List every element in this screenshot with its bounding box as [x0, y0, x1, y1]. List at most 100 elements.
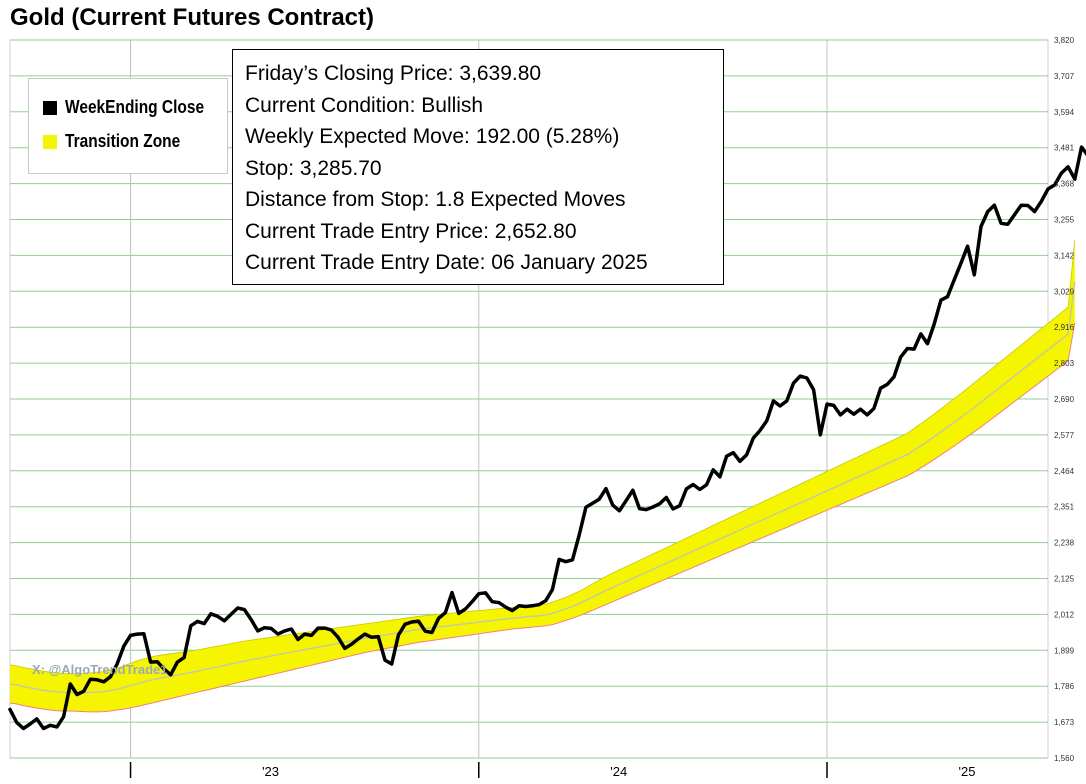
- close-point: [813, 389, 815, 391]
- info-expected-move: Weekly Expected Move: 192.00 (5.28%): [245, 125, 620, 148]
- close-point: [63, 716, 65, 718]
- close-point: [29, 723, 31, 725]
- close-point: [839, 414, 842, 416]
- watermark: X: @AlgoTrendTrade1: [32, 662, 168, 677]
- close-point: [284, 630, 286, 632]
- chart-legend: WeekEnding Close Transition Zone: [28, 78, 228, 174]
- close-point: [1054, 184, 1056, 186]
- close-point: [417, 620, 420, 622]
- close-point: [505, 606, 507, 608]
- close-point: [953, 279, 955, 281]
- close-point: [156, 661, 158, 663]
- close-point: [571, 559, 574, 561]
- close-point: [766, 420, 768, 422]
- info-distance-from-stop: Distance from Stop: 1.8 Expected Moves: [245, 188, 626, 211]
- close-point: [150, 661, 152, 663]
- y-tick-label: 3,820: [1054, 36, 1075, 45]
- close-point: [859, 408, 862, 410]
- close-point: [391, 663, 393, 665]
- close-point: [960, 262, 962, 264]
- close-point: [699, 488, 701, 491]
- close-point: [297, 638, 299, 641]
- close-point: [1027, 204, 1029, 207]
- close-point: [786, 400, 788, 402]
- close-point: [69, 683, 71, 685]
- close-point: [772, 400, 775, 402]
- close-point: [799, 375, 801, 377]
- close-point: [250, 618, 252, 621]
- y-tick-label: 2,125: [1054, 575, 1075, 584]
- close-point: [478, 593, 480, 595]
- close-point: [170, 674, 172, 676]
- close-point: [726, 455, 728, 457]
- close-point: [833, 404, 835, 406]
- close-point: [732, 452, 734, 454]
- y-tick-label: 2,012: [1054, 610, 1075, 619]
- close-point: [1007, 223, 1009, 225]
- close-point: [324, 627, 326, 629]
- close-point: [344, 647, 346, 650]
- close-point: [545, 600, 547, 602]
- x-tick-label: '24: [610, 764, 627, 779]
- close-point: [217, 615, 219, 617]
- close-point: [779, 405, 781, 407]
- close-point: [310, 634, 312, 637]
- close-point: [464, 608, 466, 610]
- close-point: [511, 610, 513, 612]
- close-point: [364, 633, 366, 635]
- close-point: [357, 638, 359, 640]
- close-point: [491, 601, 493, 603]
- close-point: [203, 623, 205, 625]
- close-point: [612, 504, 614, 506]
- close-point: [136, 633, 138, 635]
- close-point: [592, 502, 594, 504]
- close-point: [645, 509, 647, 511]
- close-point: [109, 676, 112, 678]
- close-point: [712, 469, 714, 471]
- y-tick-label: 2,577: [1054, 431, 1075, 440]
- close-point: [243, 609, 245, 611]
- close-point: [404, 623, 406, 625]
- close-point: [103, 681, 105, 683]
- transition-zone-midline: [9, 281, 1076, 694]
- close-point: [578, 534, 580, 536]
- info-entry-date: Current Trade Entry Date: 06 January 202…: [245, 251, 648, 274]
- close-point: [719, 476, 721, 478]
- close-point: [551, 589, 554, 591]
- legend-swatch-close: [43, 100, 57, 115]
- close-point: [880, 387, 882, 389]
- close-point: [679, 505, 681, 507]
- legend-label-close: WeekEnding Close: [65, 97, 205, 117]
- close-point: [1074, 178, 1076, 180]
- y-tick-label: 1,786: [1054, 682, 1075, 691]
- close-point: [36, 718, 38, 720]
- close-point: [993, 204, 996, 206]
- close-point: [458, 612, 460, 615]
- close-point: [926, 343, 929, 345]
- close-line-layer: [8, 145, 1086, 731]
- y-tick-label: 1,560: [1054, 754, 1075, 763]
- close-point: [317, 627, 319, 629]
- close-point: [116, 663, 118, 665]
- close-point: [987, 211, 989, 213]
- close-point: [123, 645, 125, 647]
- close-point: [538, 604, 540, 606]
- close-point: [210, 613, 212, 615]
- y-tick-label: 3,707: [1054, 72, 1075, 81]
- info-condition: Current Condition: Bullish: [245, 93, 484, 117]
- close-point: [263, 627, 266, 629]
- legend-label-zone: Transition Zone: [65, 131, 181, 151]
- y-tick-label: 3,142: [1054, 251, 1075, 260]
- close-point: [946, 296, 949, 298]
- close-point: [518, 605, 520, 607]
- close-point: [190, 625, 192, 627]
- close-point: [1060, 172, 1062, 174]
- close-point: [237, 607, 239, 609]
- close-point: [384, 659, 386, 661]
- close-point: [913, 348, 915, 350]
- close-point: [531, 605, 533, 607]
- y-tick-label: 2,351: [1054, 503, 1075, 512]
- transition-zone-layer: [9, 240, 1076, 713]
- info-closing-price: Friday’s Closing Price: 3,639.80: [245, 62, 542, 85]
- close-point: [484, 592, 487, 594]
